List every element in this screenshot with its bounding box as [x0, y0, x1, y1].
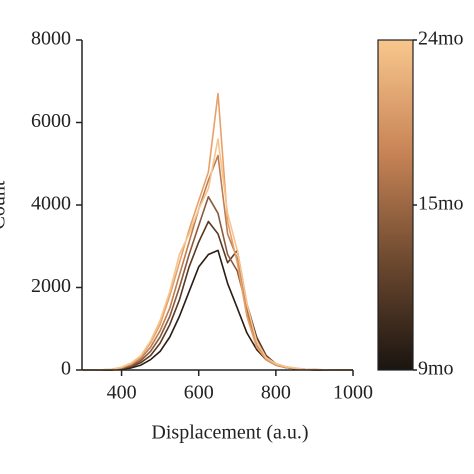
x-axis-label: Displacement (a.u.): [151, 422, 308, 444]
x-tick-label: 400: [107, 382, 137, 404]
series-line: [83, 138, 353, 371]
x-tick-label: 1000: [333, 382, 373, 404]
y-tick-label: 2000: [31, 275, 71, 297]
series-line: [83, 196, 353, 371]
colorbar: [377, 39, 414, 371]
series-line: [83, 249, 353, 371]
x-tick-label: 600: [184, 382, 214, 404]
y-tick-label: 0: [61, 358, 71, 380]
y-tick-label: 8000: [31, 28, 71, 50]
colorbar-label: 15mo: [418, 193, 464, 215]
colorbar-label: 24mo: [418, 28, 464, 50]
y-axis-label: Count: [0, 180, 10, 229]
y-tick-label: 6000: [31, 110, 71, 132]
y-tick-label: 4000: [31, 193, 71, 215]
colorbar-label: 9mo: [418, 358, 454, 380]
x-tick-label: 800: [261, 382, 291, 404]
series-line: [83, 220, 353, 371]
series-line: [83, 154, 353, 371]
series-line: [83, 92, 353, 371]
